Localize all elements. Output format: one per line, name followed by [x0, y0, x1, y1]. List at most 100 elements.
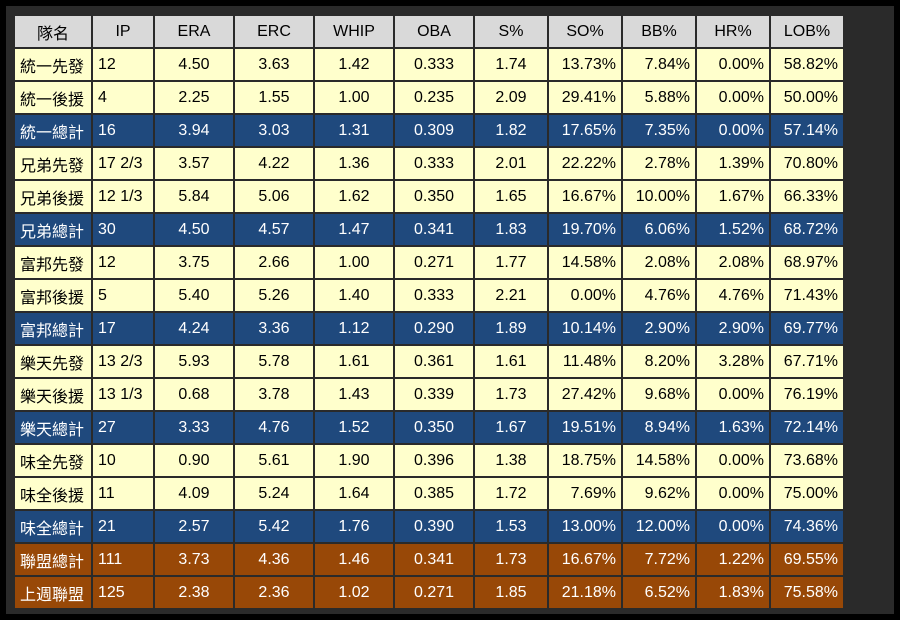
- cell-lob-pct: 68.72%: [771, 214, 843, 245]
- cell-ip: 5: [93, 280, 153, 311]
- table-row: 樂天後援 13 1/3 0.68 3.78 1.43 0.339 1.73 27.42% 9.6…: [15, 379, 843, 410]
- cell-ip: 125: [93, 577, 153, 608]
- cell-so-pct: 19.70%: [549, 214, 621, 245]
- header-hr-pct: HR%: [697, 16, 769, 47]
- cell-oba: 0.385: [395, 478, 473, 509]
- header-whip: WHIP: [315, 16, 393, 47]
- cell-era: 5.93: [155, 346, 233, 377]
- cell-team-name: 富邦先發: [15, 247, 91, 278]
- cell-so-pct: 18.75%: [549, 445, 621, 476]
- cell-oba: 0.333: [395, 148, 473, 179]
- cell-bb-pct: 9.62%: [623, 478, 695, 509]
- cell-s-pct: 1.73: [475, 544, 547, 575]
- table-row: 統一先發 12 4.50 3.63 1.42 0.333 1.74 13.73% 7.84% 0.…: [15, 49, 843, 80]
- header-team-name: 隊名: [15, 16, 91, 47]
- cell-whip: 1.90: [315, 445, 393, 476]
- cell-bb-pct: 2.08%: [623, 247, 695, 278]
- cell-s-pct: 2.21: [475, 280, 547, 311]
- cell-bb-pct: 2.90%: [623, 313, 695, 344]
- cell-lob-pct: 69.55%: [771, 544, 843, 575]
- cell-whip: 1.47: [315, 214, 393, 245]
- team-total-row: 富邦總計 17 4.24 3.36 1.12 0.290 1.89 10.14% 2.90% 2.…: [15, 313, 843, 344]
- cell-erc: 5.42: [235, 511, 313, 542]
- cell-lob-pct: 70.80%: [771, 148, 843, 179]
- cell-erc: 4.76: [235, 412, 313, 443]
- cell-team-name: 味全先發: [15, 445, 91, 476]
- cell-whip: 1.00: [315, 82, 393, 113]
- cell-s-pct: 1.74: [475, 49, 547, 80]
- cell-oba: 0.290: [395, 313, 473, 344]
- cell-era: 3.73: [155, 544, 233, 575]
- cell-so-pct: 27.42%: [549, 379, 621, 410]
- cell-erc: 2.66: [235, 247, 313, 278]
- cell-ip: 12 1/3: [93, 181, 153, 212]
- cell-oba: 0.350: [395, 412, 473, 443]
- league-total-row: 上週聯盟 125 2.38 2.36 1.02 0.271 1.85 21.18% 6.52% 1…: [15, 577, 843, 608]
- team-total-row: 樂天總計 27 3.33 4.76 1.52 0.350 1.67 19.51% 8.94% 1.…: [15, 412, 843, 443]
- cell-bb-pct: 7.72%: [623, 544, 695, 575]
- cell-oba: 0.341: [395, 214, 473, 245]
- cell-hr-pct: 3.28%: [697, 346, 769, 377]
- cell-bb-pct: 14.58%: [623, 445, 695, 476]
- cell-hr-pct: 0.00%: [697, 478, 769, 509]
- cell-s-pct: 1.82: [475, 115, 547, 146]
- cell-era: 5.40: [155, 280, 233, 311]
- cell-erc: 5.06: [235, 181, 313, 212]
- cell-whip: 1.02: [315, 577, 393, 608]
- header-era: ERA: [155, 16, 233, 47]
- cell-whip: 1.00: [315, 247, 393, 278]
- header-bb-pct: BB%: [623, 16, 695, 47]
- cell-lob-pct: 72.14%: [771, 412, 843, 443]
- cell-oba: 0.341: [395, 544, 473, 575]
- cell-whip: 1.62: [315, 181, 393, 212]
- cell-erc: 3.03: [235, 115, 313, 146]
- cell-s-pct: 1.38: [475, 445, 547, 476]
- cell-team-name: 統一先發: [15, 49, 91, 80]
- cell-hr-pct: 1.22%: [697, 544, 769, 575]
- cell-oba: 0.271: [395, 577, 473, 608]
- cell-lob-pct: 74.36%: [771, 511, 843, 542]
- cell-lob-pct: 73.68%: [771, 445, 843, 476]
- cell-era: 4.09: [155, 478, 233, 509]
- cell-bb-pct: 12.00%: [623, 511, 695, 542]
- cell-erc: 2.36: [235, 577, 313, 608]
- cell-erc: 4.22: [235, 148, 313, 179]
- cell-so-pct: 14.58%: [549, 247, 621, 278]
- cell-team-name: 統一後援: [15, 82, 91, 113]
- cell-whip: 1.46: [315, 544, 393, 575]
- cell-so-pct: 0.00%: [549, 280, 621, 311]
- cell-ip: 4: [93, 82, 153, 113]
- header-erc: ERC: [235, 16, 313, 47]
- cell-era: 0.90: [155, 445, 233, 476]
- cell-bb-pct: 4.76%: [623, 280, 695, 311]
- cell-era: 4.50: [155, 214, 233, 245]
- cell-era: 3.57: [155, 148, 233, 179]
- pitching-stats-table: 隊名 IP ERA ERC WHIP OBA S% SO% BB% HR% LOB% 統一先發 12 4…: [13, 14, 845, 610]
- cell-lob-pct: 57.14%: [771, 115, 843, 146]
- cell-lob-pct: 69.77%: [771, 313, 843, 344]
- cell-oba: 0.361: [395, 346, 473, 377]
- cell-team-name: 樂天後援: [15, 379, 91, 410]
- cell-team-name: 兄弟總計: [15, 214, 91, 245]
- cell-era: 5.84: [155, 181, 233, 212]
- cell-whip: 1.36: [315, 148, 393, 179]
- cell-oba: 0.309: [395, 115, 473, 146]
- cell-s-pct: 1.61: [475, 346, 547, 377]
- header-row: 隊名 IP ERA ERC WHIP OBA S% SO% BB% HR% LOB%: [15, 16, 843, 47]
- cell-bb-pct: 7.35%: [623, 115, 695, 146]
- cell-so-pct: 16.67%: [549, 544, 621, 575]
- cell-erc: 5.24: [235, 478, 313, 509]
- cell-so-pct: 21.18%: [549, 577, 621, 608]
- cell-hr-pct: 0.00%: [697, 49, 769, 80]
- table-row: 富邦先發 12 3.75 2.66 1.00 0.271 1.77 14.58% 2.08% 2.…: [15, 247, 843, 278]
- cell-era: 3.33: [155, 412, 233, 443]
- cell-whip: 1.76: [315, 511, 393, 542]
- cell-ip: 30: [93, 214, 153, 245]
- cell-erc: 3.36: [235, 313, 313, 344]
- cell-whip: 1.12: [315, 313, 393, 344]
- cell-lob-pct: 50.00%: [771, 82, 843, 113]
- cell-ip: 27: [93, 412, 153, 443]
- table-body: 統一先發 12 4.50 3.63 1.42 0.333 1.74 13.73% 7.84% 0.…: [15, 49, 843, 608]
- cell-era: 2.57: [155, 511, 233, 542]
- cell-ip: 11: [93, 478, 153, 509]
